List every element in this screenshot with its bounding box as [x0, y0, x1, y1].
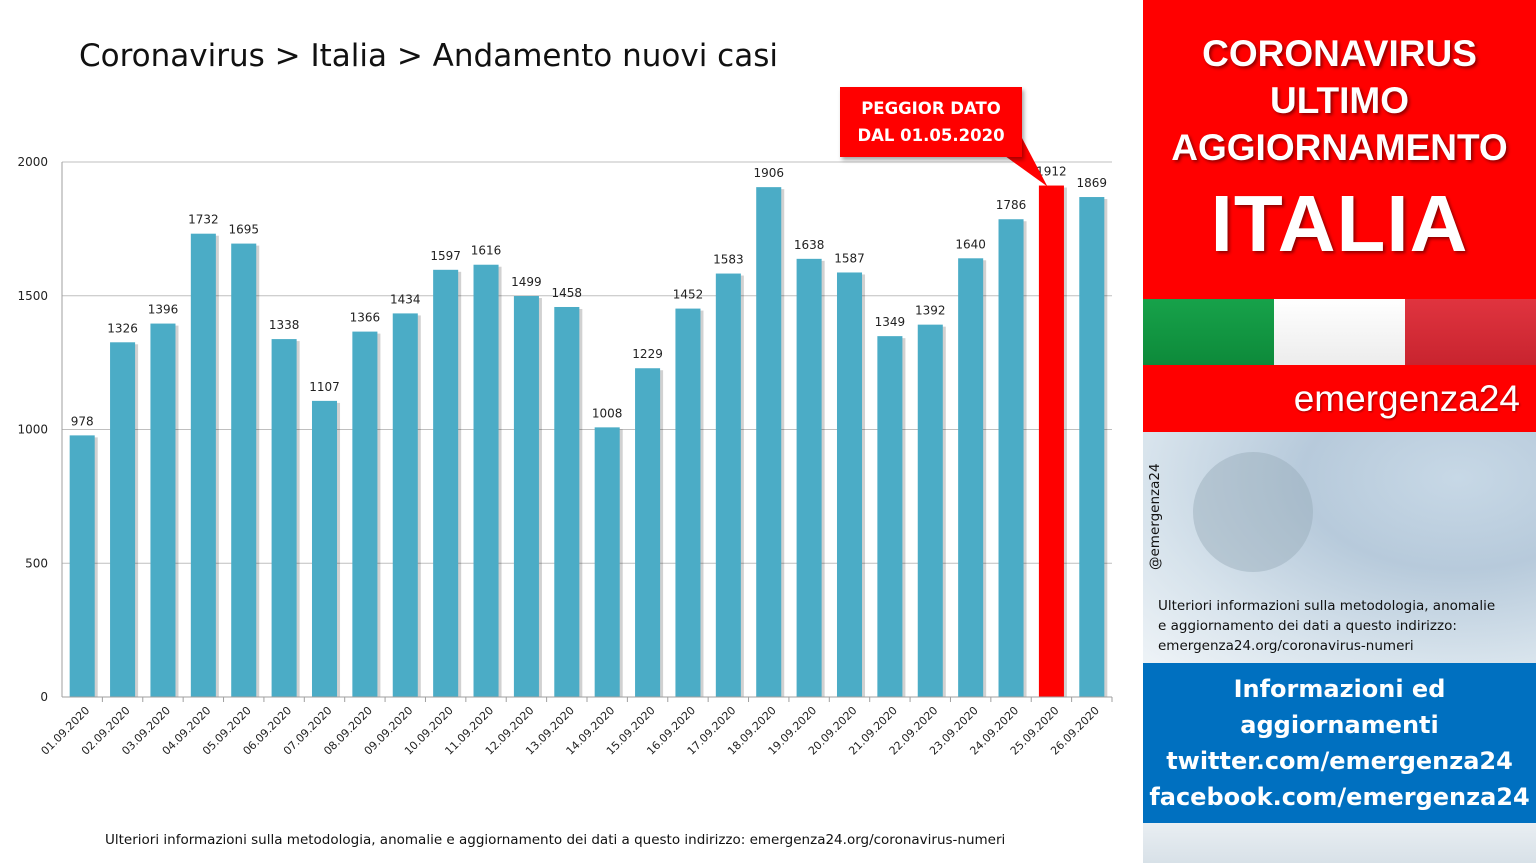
- bar: [958, 258, 984, 697]
- bar: [877, 336, 903, 697]
- photo-blur: [1193, 452, 1313, 572]
- bar: [715, 273, 741, 697]
- y-tick-label: 0: [40, 690, 48, 704]
- data-label: 1695: [228, 223, 259, 237]
- bar-highlight: [1038, 185, 1064, 698]
- side-info-text: Ulteriori informazioni sulla metodologia…: [1158, 596, 1530, 656]
- brand-logo: emergenza24: [1293, 378, 1520, 419]
- y-tick-label: 500: [25, 556, 48, 570]
- bar: [513, 296, 539, 697]
- data-label: 1583: [713, 253, 744, 267]
- side-panel: CORONAVIRUS ULTIMO AGGIORNAMENTO ITALIA …: [1143, 0, 1536, 863]
- flag-white-stripe: [1274, 299, 1405, 365]
- bar: [433, 269, 459, 697]
- social-handle: @emergenza24: [1147, 463, 1163, 570]
- bar: [150, 323, 176, 697]
- data-label: 1366: [350, 311, 381, 325]
- chart-area: Coronavirus > Italia > Andamento nuovi c…: [17, 38, 1113, 848]
- bar: [110, 342, 136, 697]
- bar: [635, 368, 661, 697]
- bar: [756, 187, 782, 697]
- data-label: 1338: [269, 318, 300, 332]
- y-tick-label: 1000: [17, 423, 48, 437]
- side-info-link[interactable]: emergenza24.org/coronavirus-numeri: [1158, 638, 1414, 654]
- data-label: 1458: [552, 286, 583, 300]
- y-tick-label: 2000: [17, 155, 48, 169]
- header-country: ITALIA: [1210, 179, 1469, 268]
- data-label: 1392: [915, 304, 946, 318]
- bar: [473, 264, 499, 697]
- data-label: 1616: [471, 244, 502, 258]
- bar: [836, 272, 863, 697]
- chart-title: Coronavirus > Italia > Andamento nuovi c…: [79, 38, 778, 74]
- data-label: 1396: [148, 303, 179, 317]
- bar: [231, 243, 257, 697]
- flag-red-stripe: [1405, 299, 1536, 365]
- data-label: 1912: [1036, 165, 1067, 179]
- data-label: 1638: [794, 238, 825, 252]
- side-info-line-1: Ulteriori informazioni sulla metodologia…: [1158, 598, 1496, 614]
- info-box-line-1: Informazioni ed: [1233, 675, 1446, 703]
- data-label: 1107: [309, 380, 340, 394]
- bar: [352, 331, 378, 697]
- bar: [554, 306, 580, 697]
- italian-flag: [1143, 299, 1536, 365]
- header-line-1: CORONAVIRUS: [1202, 33, 1477, 74]
- data-label: 1906: [753, 166, 784, 180]
- bar: [675, 308, 701, 697]
- data-label: 1732: [188, 213, 219, 227]
- info-box: Informazioni ed aggiornamenti twitter.co…: [1143, 663, 1536, 823]
- bar: [594, 427, 620, 697]
- y-tick-label: 1500: [17, 289, 48, 303]
- data-label: 1640: [955, 237, 986, 251]
- data-label: 1008: [592, 406, 623, 420]
- callout-line-2: DAL 01.05.2020: [857, 126, 1005, 145]
- callout-line-1: PEGGIOR DATO: [861, 99, 1001, 118]
- brand-bar: emergenza24: [1143, 365, 1536, 432]
- bar-chart: 050010001500200097801.09.2020132602.09.2…: [17, 138, 1113, 758]
- bar: [190, 233, 216, 697]
- background-photo: @emergenza24 Ulteriori informazioni sull…: [1143, 432, 1536, 663]
- flag-green-stripe: [1143, 299, 1274, 365]
- info-box-line-2: aggiornamenti: [1240, 711, 1439, 739]
- data-label: 1349: [875, 315, 906, 329]
- data-label: 1434: [390, 292, 421, 306]
- data-label: 1452: [673, 288, 704, 302]
- bar: [1079, 197, 1105, 698]
- side-info-line-2: e aggiornamento dei dati a questo indiri…: [1158, 618, 1457, 634]
- bottom-photo-strip: [1143, 823, 1536, 863]
- bar: [271, 339, 297, 697]
- data-label: 1326: [107, 321, 138, 335]
- bar: [311, 400, 338, 697]
- bar: [796, 258, 822, 697]
- data-label: 1869: [1077, 176, 1108, 190]
- header-line-3: AGGIORNAMENTO: [1171, 127, 1508, 168]
- data-label: 1597: [430, 249, 461, 263]
- bar: [69, 435, 95, 697]
- red-header: CORONAVIRUS ULTIMO AGGIORNAMENTO ITALIA: [1143, 0, 1536, 299]
- bar: [917, 324, 943, 697]
- data-label: 1499: [511, 275, 542, 289]
- footer-note: Ulteriori informazioni sulla metodologia…: [105, 832, 1006, 848]
- data-label: 1786: [996, 198, 1027, 212]
- facebook-link[interactable]: facebook.com/emergenza24: [1149, 783, 1530, 811]
- data-label: 1229: [632, 347, 663, 361]
- worst-data-callout: PEGGIOR DATO DAL 01.05.2020: [840, 87, 1022, 157]
- data-label: 1587: [834, 251, 865, 265]
- bar: [998, 219, 1024, 697]
- data-label: 978: [71, 414, 94, 428]
- header-line-2: ULTIMO: [1269, 80, 1410, 121]
- twitter-link[interactable]: twitter.com/emergenza24: [1166, 747, 1513, 775]
- bar: [392, 313, 418, 697]
